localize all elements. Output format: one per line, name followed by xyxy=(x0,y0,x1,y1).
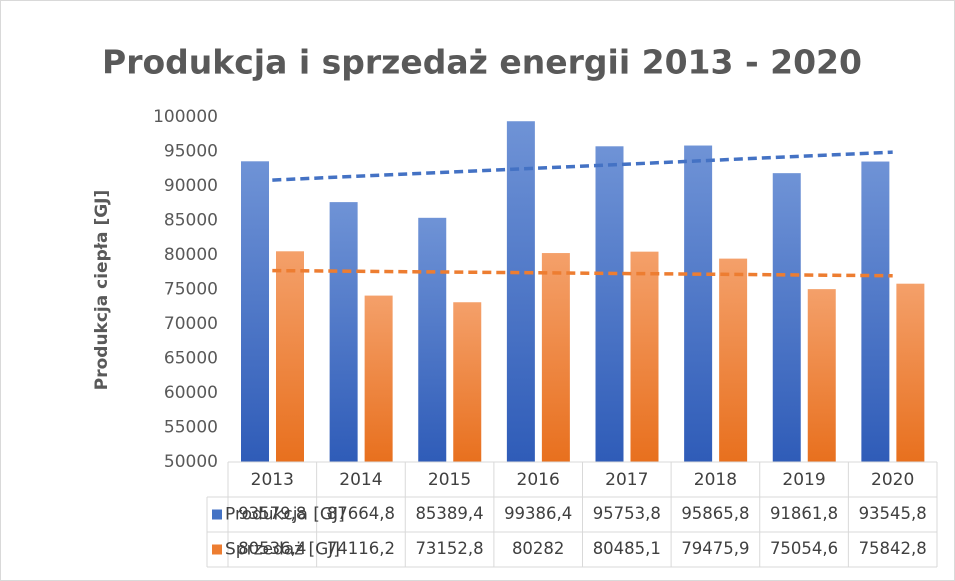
y-tick-label: 65000 xyxy=(164,349,218,369)
bar xyxy=(506,121,535,463)
y-axis-title: Produkcja ciepła [GJ] xyxy=(92,190,112,391)
trendline xyxy=(272,268,893,278)
value-label: 85389,4 xyxy=(415,504,483,523)
y-tick-label: 55000 xyxy=(164,418,218,438)
legend-label: Produkcja [GJ] xyxy=(225,505,345,525)
bar xyxy=(719,258,748,462)
y-tick-label: 50000 xyxy=(164,452,218,472)
value-label: 73152,8 xyxy=(415,539,483,558)
legend-marker xyxy=(212,509,222,520)
x-tick-label: 2018 xyxy=(694,470,737,490)
trendline xyxy=(272,150,893,182)
bar xyxy=(630,251,659,462)
value-label: 80282 xyxy=(512,539,565,558)
value-label: 99386,4 xyxy=(504,504,572,523)
x-tick-label: 2019 xyxy=(782,470,825,490)
bar xyxy=(861,161,890,462)
bar xyxy=(276,251,304,462)
x-tick-label: 2015 xyxy=(428,470,471,490)
value-label: 91861,8 xyxy=(770,504,838,523)
y-tick-label: 70000 xyxy=(164,314,218,334)
x-tick-label: 2013 xyxy=(251,470,294,490)
y-tick-label: 90000 xyxy=(164,176,218,196)
y-tick-label: 100000 xyxy=(153,107,218,127)
value-label: 80536,4 xyxy=(238,539,306,558)
bar xyxy=(772,173,801,463)
bar xyxy=(453,302,482,462)
y-tick-label: 60000 xyxy=(164,383,218,403)
bar xyxy=(329,202,358,462)
chart-title: Produkcja i sprzedaż energii 2013 - 2020 xyxy=(102,43,862,82)
bar xyxy=(807,289,836,462)
y-tick-label: 75000 xyxy=(164,280,218,300)
bar xyxy=(541,253,570,462)
bar xyxy=(241,161,269,462)
bar xyxy=(364,295,393,462)
y-tick-label: 95000 xyxy=(164,142,218,162)
legend-marker xyxy=(212,544,222,555)
legend-label: Sprzedaż [GJ] xyxy=(225,540,340,560)
bar xyxy=(896,283,925,462)
value-label: 95753,8 xyxy=(593,504,661,523)
bar xyxy=(595,146,624,463)
value-label: 74116,2 xyxy=(327,539,395,558)
value-label: 93579,8 xyxy=(238,504,306,523)
x-tick-label: 2020 xyxy=(871,470,914,490)
value-label: 87664,8 xyxy=(327,504,395,523)
value-label: 80485,1 xyxy=(593,539,661,558)
value-label: 95865,8 xyxy=(681,504,749,523)
x-tick-label: 2016 xyxy=(517,470,560,490)
value-label: 75054,6 xyxy=(770,539,838,558)
y-tick-label: 85000 xyxy=(164,211,218,231)
value-label: 75842,8 xyxy=(859,539,927,558)
x-tick-label: 2017 xyxy=(605,470,648,490)
x-tick-label: 2014 xyxy=(339,470,382,490)
value-label: 79475,9 xyxy=(681,539,749,558)
bar xyxy=(684,145,713,462)
value-label: 93545,8 xyxy=(859,504,927,523)
bar xyxy=(418,217,447,462)
y-tick-label: 80000 xyxy=(164,245,218,265)
